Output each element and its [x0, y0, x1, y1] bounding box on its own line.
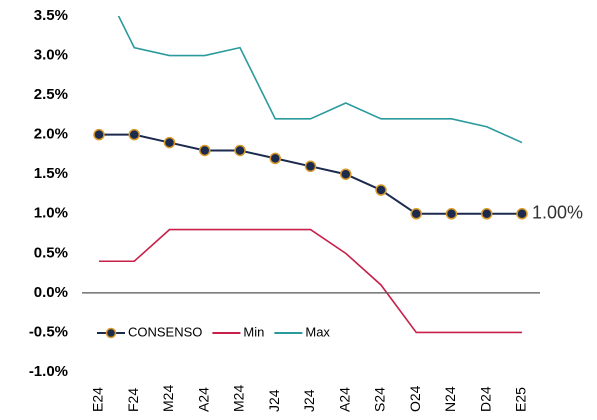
series-line: [99, 133, 522, 215]
x-tick-label: J24: [301, 389, 317, 412]
data-point: [516, 208, 528, 220]
series-line: [117, 16, 523, 144]
x-tick-label: J24: [266, 389, 282, 412]
data-point: [481, 208, 493, 220]
y-tick-label: 1.5%: [34, 165, 68, 182]
data-point: [410, 208, 422, 220]
data-point: [163, 136, 176, 149]
y-tick-label: 3.5%: [34, 7, 68, 24]
x-tick-label: M24: [231, 385, 247, 412]
y-tick-label: 2.5%: [34, 86, 68, 103]
x-tick-label: N24: [442, 386, 458, 412]
x-tick-label: D24: [477, 386, 493, 412]
data-point: [199, 144, 211, 157]
data-point: [304, 160, 317, 173]
x-tick-label: O24: [407, 385, 423, 412]
y-tick-label: 0.5%: [34, 244, 68, 261]
x-tick-label: E24: [90, 387, 106, 412]
data-point: [269, 152, 281, 165]
legend-label: Min: [243, 324, 264, 339]
x-tick-label: M24: [160, 385, 176, 412]
data-point: [375, 184, 387, 196]
y-tick-label: 0.0%: [34, 284, 68, 301]
y-tick-label: 1.0%: [34, 205, 68, 222]
data-point: [93, 128, 105, 141]
data-point: [445, 208, 458, 220]
y-tick-label: 2.0%: [34, 126, 68, 143]
data-point: [234, 144, 246, 157]
x-tick-label: S24: [372, 387, 388, 412]
data-point: [340, 168, 352, 180]
legend-marker: [105, 327, 117, 339]
series-line: [99, 228, 522, 334]
legend-label: CONSENSO: [128, 324, 202, 339]
plot-area: [93, 16, 528, 334]
y-tick-label: -1.0%: [29, 363, 68, 380]
x-tick-label: A24: [195, 387, 211, 412]
x-tick-label: A24: [336, 387, 352, 412]
data-point: [128, 128, 140, 141]
y-tick-label: 3.0%: [34, 47, 68, 64]
x-tick-label: E25: [513, 387, 529, 412]
legend-label: Max: [305, 324, 330, 339]
x-tick-label: F24: [125, 388, 141, 412]
data-label: 1.00%: [532, 203, 583, 223]
y-tick-label: -0.5%: [29, 323, 68, 340]
